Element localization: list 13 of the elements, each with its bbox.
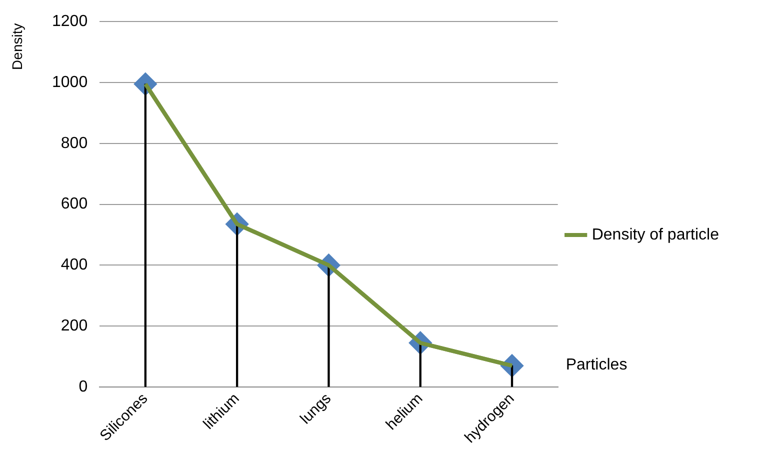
y-tick-label: 1200 [52, 13, 88, 30]
bar [328, 264, 330, 387]
y-tick-label: 0 [78, 378, 88, 396]
y-tick-label: 600 [60, 196, 88, 213]
y-tick-label: 200 [60, 318, 88, 335]
y-tick-label: 1000 [52, 74, 88, 91]
y-tick-label: 800 [60, 134, 88, 152]
y-tick-label: 400 [60, 256, 88, 274]
bar [236, 224, 238, 387]
x-axis-title: Particles [566, 356, 628, 374]
y-axis-title: Density [8, 23, 25, 70]
legend-label: Density of particle [592, 226, 720, 244]
bar [144, 84, 146, 387]
